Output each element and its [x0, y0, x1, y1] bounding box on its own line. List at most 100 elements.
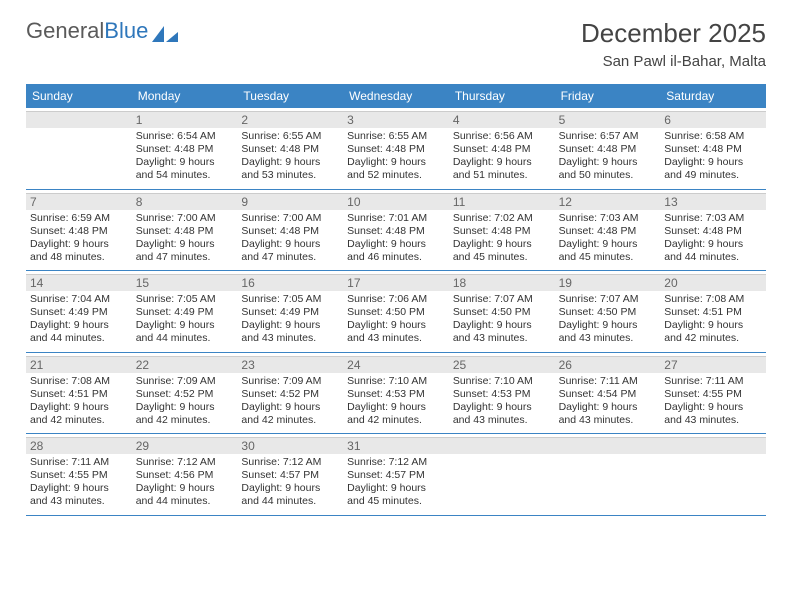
day-number: 9: [237, 193, 343, 210]
day-number: 28: [26, 437, 132, 454]
logo: GeneralBlue: [26, 18, 180, 44]
calendar-page: GeneralBlue December 2025 San Pawl il-Ba…: [0, 0, 792, 534]
day-content: Sunrise: 7:12 AMSunset: 4:57 PMDaylight:…: [241, 456, 339, 509]
day-number: 15: [132, 274, 238, 291]
day-cell: 8 Sunrise: 7:00 AMSunset: 4:48 PMDaylight…: [132, 190, 238, 271]
day-content: Sunrise: 7:04 AMSunset: 4:49 PMDaylight:…: [30, 293, 128, 346]
day-number: 27: [660, 356, 766, 373]
day-cell: 18 Sunrise: 7:07 AMSunset: 4:50 PMDayligh…: [449, 271, 555, 352]
day-content: Sunrise: 7:11 AMSunset: 4:55 PMDaylight:…: [30, 456, 128, 509]
week-row: 21 Sunrise: 7:08 AMSunset: 4:51 PMDayligh…: [26, 353, 766, 435]
day-content: Sunrise: 6:58 AMSunset: 4:48 PMDaylight:…: [664, 130, 762, 183]
day-cell: 10Sunrise: 7:01 AMSunset: 4:48 PMDayligh…: [343, 190, 449, 271]
day-number: 25: [449, 356, 555, 373]
day-number: [449, 437, 555, 454]
logo-sail-icon: [150, 24, 180, 44]
day-number: 8: [132, 193, 238, 210]
day-content: Sunrise: 7:00 AMSunset: 4:48 PMDaylight:…: [136, 212, 234, 265]
dayname-header: Monday: [132, 84, 238, 108]
day-cell: 13 Sunrise: 7:03 AMSunset: 4:48 PMDayligh…: [660, 190, 766, 271]
week-row: 14 Sunrise: 7:04 AMSunset: 4:49 PMDayligh…: [26, 271, 766, 353]
day-content: Sunrise: 6:54 AMSunset: 4:48 PMDaylight:…: [136, 130, 234, 183]
day-cell: 14 Sunrise: 7:04 AMSunset: 4:49 PMDayligh…: [26, 271, 132, 352]
day-number: 10: [343, 193, 449, 210]
day-content: Sunrise: 7:03 AMSunset: 4:48 PMDaylight:…: [559, 212, 657, 265]
day-cell: [555, 434, 661, 515]
day-number: 11: [449, 193, 555, 210]
day-content: Sunrise: 7:07 AMSunset: 4:50 PMDaylight:…: [453, 293, 551, 346]
day-content: Sunrise: 7:02 AMSunset: 4:48 PMDaylight:…: [453, 212, 551, 265]
day-cell: 29 Sunrise: 7:12 AMSunset: 4:56 PMDayligh…: [132, 434, 238, 515]
day-cell: 21 Sunrise: 7:08 AMSunset: 4:51 PMDayligh…: [26, 353, 132, 434]
day-number: 22: [132, 356, 238, 373]
day-cell: 3Sunrise: 6:55 AMSunset: 4:48 PMDaylight…: [343, 108, 449, 189]
day-cell: [449, 434, 555, 515]
day-number: 5: [555, 111, 661, 128]
day-content: Sunrise: 7:10 AMSunset: 4:53 PMDaylight:…: [347, 375, 445, 428]
day-number: 7: [26, 193, 132, 210]
day-content: Sunrise: 6:57 AMSunset: 4:48 PMDaylight:…: [559, 130, 657, 183]
day-number: 17: [343, 274, 449, 291]
day-number: 19: [555, 274, 661, 291]
day-cell: 11 Sunrise: 7:02 AMSunset: 4:48 PMDayligh…: [449, 190, 555, 271]
day-content: Sunrise: 7:00 AMSunset: 4:48 PMDaylight:…: [241, 212, 339, 265]
day-cell: 6 Sunrise: 6:58 AMSunset: 4:48 PMDaylight…: [660, 108, 766, 189]
dayname-header: Saturday: [660, 84, 766, 108]
title-block: December 2025 San Pawl il-Bahar, Malta: [581, 18, 766, 74]
day-cell: [660, 434, 766, 515]
day-cell: 4 Sunrise: 6:56 AMSunset: 4:48 PMDaylight…: [449, 108, 555, 189]
day-content: Sunrise: 7:07 AMSunset: 4:50 PMDaylight:…: [559, 293, 657, 346]
day-content: Sunrise: 7:03 AMSunset: 4:48 PMDaylight:…: [664, 212, 762, 265]
calendar-grid: SundayMondayTuesdayWednesdayThursdayFrid…: [26, 84, 766, 516]
location-label: San Pawl il-Bahar, Malta: [581, 53, 766, 70]
day-number: 13: [660, 193, 766, 210]
day-cell: 25 Sunrise: 7:10 AMSunset: 4:53 PMDayligh…: [449, 353, 555, 434]
day-content: Sunrise: 6:56 AMSunset: 4:48 PMDaylight:…: [453, 130, 551, 183]
day-content: Sunrise: 7:05 AMSunset: 4:49 PMDaylight:…: [241, 293, 339, 346]
day-cell: 15 Sunrise: 7:05 AMSunset: 4:49 PMDayligh…: [132, 271, 238, 352]
day-content: Sunrise: 7:08 AMSunset: 4:51 PMDaylight:…: [30, 375, 128, 428]
day-content: Sunrise: 7:11 AMSunset: 4:54 PMDaylight:…: [559, 375, 657, 428]
day-cell: 27Sunrise: 7:11 AMSunset: 4:55 PMDayligh…: [660, 353, 766, 434]
day-cell: 20Sunrise: 7:08 AMSunset: 4:51 PMDayligh…: [660, 271, 766, 352]
day-content: Sunrise: 6:55 AMSunset: 4:48 PMDaylight:…: [241, 130, 339, 183]
month-title: December 2025: [581, 18, 766, 49]
day-number: 4: [449, 111, 555, 128]
day-cell: 5 Sunrise: 6:57 AMSunset: 4:48 PMDaylight…: [555, 108, 661, 189]
week-row: 28 Sunrise: 7:11 AMSunset: 4:55 PMDayligh…: [26, 434, 766, 516]
day-cell: 23Sunrise: 7:09 AMSunset: 4:52 PMDayligh…: [237, 353, 343, 434]
day-content: Sunrise: 7:09 AMSunset: 4:52 PMDaylight:…: [241, 375, 339, 428]
header: GeneralBlue December 2025 San Pawl il-Ba…: [26, 18, 766, 74]
day-number: 6: [660, 111, 766, 128]
day-number: 21: [26, 356, 132, 373]
day-content: Sunrise: 7:10 AMSunset: 4:53 PMDaylight:…: [453, 375, 551, 428]
day-cell: 2 Sunrise: 6:55 AMSunset: 4:48 PMDaylight…: [237, 108, 343, 189]
week-row: 1 Sunrise: 6:54 AMSunset: 4:48 PMDaylight…: [26, 108, 766, 190]
dayname-header: Sunday: [26, 84, 132, 108]
day-number: 18: [449, 274, 555, 291]
day-content: Sunrise: 7:12 AMSunset: 4:56 PMDaylight:…: [136, 456, 234, 509]
dayname-header-row: SundayMondayTuesdayWednesdayThursdayFrid…: [26, 84, 766, 108]
day-number: 30: [237, 437, 343, 454]
day-number: 31: [343, 437, 449, 454]
day-content: Sunrise: 7:12 AMSunset: 4:57 PMDaylight:…: [347, 456, 445, 509]
day-cell: 26Sunrise: 7:11 AMSunset: 4:54 PMDayligh…: [555, 353, 661, 434]
day-number: 24: [343, 356, 449, 373]
day-number: 16: [237, 274, 343, 291]
logo-text-2: Blue: [104, 18, 148, 44]
day-cell: 19 Sunrise: 7:07 AMSunset: 4:50 PMDayligh…: [555, 271, 661, 352]
day-content: Sunrise: 7:06 AMSunset: 4:50 PMDaylight:…: [347, 293, 445, 346]
day-content: Sunrise: 6:59 AMSunset: 4:48 PMDaylight:…: [30, 212, 128, 265]
day-number: 1: [132, 111, 238, 128]
day-cell: 22Sunrise: 7:09 AMSunset: 4:52 PMDayligh…: [132, 353, 238, 434]
day-number: [660, 437, 766, 454]
dayname-header: Wednesday: [343, 84, 449, 108]
day-number: 14: [26, 274, 132, 291]
day-number: 29: [132, 437, 238, 454]
day-cell: [26, 108, 132, 189]
day-content: Sunrise: 7:08 AMSunset: 4:51 PMDaylight:…: [664, 293, 762, 346]
day-content: Sunrise: 7:05 AMSunset: 4:49 PMDaylight:…: [136, 293, 234, 346]
day-cell: 12Sunrise: 7:03 AMSunset: 4:48 PMDayligh…: [555, 190, 661, 271]
day-number: 2: [237, 111, 343, 128]
day-number: [555, 437, 661, 454]
